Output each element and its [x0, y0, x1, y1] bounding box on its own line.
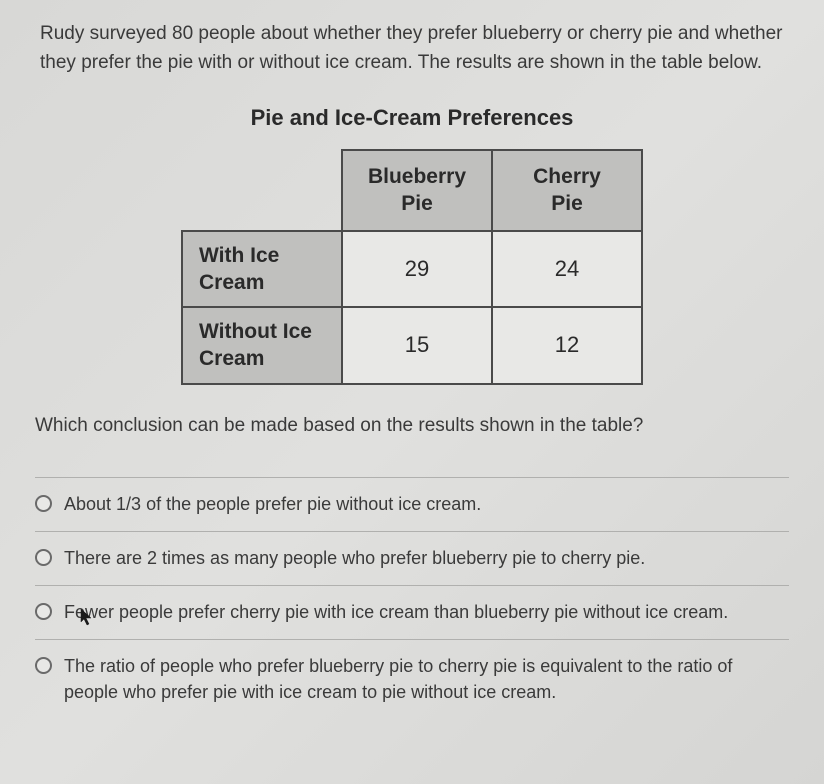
table-empty-corner — [182, 150, 342, 231]
radio-icon — [35, 549, 52, 566]
option-c-text: Fewer people prefer cherry pie with ice … — [64, 600, 789, 625]
option-d-text: The ratio of people who prefer blueberry… — [64, 654, 789, 704]
data-table: BlueberryPie CherryPie With IceCream 29 … — [181, 149, 643, 385]
radio-icon — [35, 603, 52, 620]
cell-0-1: 24 — [492, 231, 642, 308]
radio-icon — [35, 495, 52, 512]
option-c[interactable]: Fewer people prefer cherry pie with ice … — [35, 585, 789, 639]
options-list: About 1/3 of the people prefer pie witho… — [30, 477, 794, 719]
question-text: Rudy surveyed 80 people about whether th… — [30, 20, 794, 77]
table-title: Pie and Ice-Cream Preferences — [30, 105, 794, 131]
col-header-blueberry: BlueberryPie — [342, 150, 492, 231]
option-a[interactable]: About 1/3 of the people prefer pie witho… — [35, 477, 789, 531]
cell-1-1: 12 — [492, 307, 642, 384]
col-header-cherry: CherryPie — [492, 150, 642, 231]
option-d[interactable]: The ratio of people who prefer blueberry… — [35, 639, 789, 718]
row-header-with: With IceCream — [182, 231, 342, 308]
follow-up-question: Which conclusion can be made based on th… — [30, 415, 794, 437]
data-table-wrapper: BlueberryPie CherryPie With IceCream 29 … — [30, 149, 794, 385]
option-a-text: About 1/3 of the people prefer pie witho… — [64, 492, 789, 517]
option-b[interactable]: There are 2 times as many people who pre… — [35, 531, 789, 585]
cell-1-0: 15 — [342, 307, 492, 384]
option-b-text: There are 2 times as many people who pre… — [64, 546, 789, 571]
row-header-without: Without IceCream — [182, 307, 342, 384]
radio-icon — [35, 657, 52, 674]
cell-0-0: 29 — [342, 231, 492, 308]
